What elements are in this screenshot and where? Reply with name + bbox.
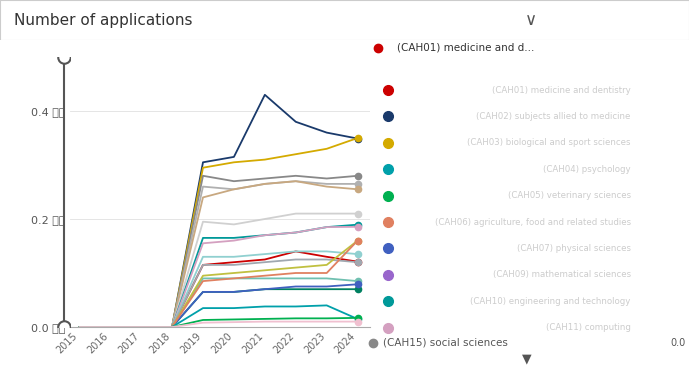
Text: 348,930: 348,930 (641, 112, 683, 121)
Text: 14,780: 14,780 (648, 218, 683, 227)
Text: 79,120: 79,120 (648, 244, 683, 253)
Text: 16,910: 16,910 (648, 191, 683, 200)
Text: (CAH02) subjects allied to medicine: (CAH02) subjects allied to medicine (476, 112, 630, 121)
Text: ∨: ∨ (524, 11, 537, 29)
Text: (CAH09) mathematical sciences: (CAH09) mathematical sciences (493, 270, 630, 279)
Text: (CAH07) physical sciences: (CAH07) physical sciences (517, 244, 630, 253)
Text: 185,490: 185,490 (641, 323, 683, 332)
Text: 120,990: 120,990 (641, 86, 683, 94)
Text: (CAH11) computing: (CAH11) computing (546, 323, 630, 332)
Text: (CAH01) medicine and dentistry: (CAH01) medicine and dentistry (492, 86, 630, 94)
Text: (CAH06) agriculture, food and related studies: (CAH06) agriculture, food and related st… (435, 218, 630, 227)
Text: (CAH04) psychology: (CAH04) psychology (543, 165, 630, 174)
Text: (CAH03) biological and sport sciences: (CAH03) biological and sport sciences (467, 138, 630, 147)
Text: (CAH15) social sciences: (CAH15) social sciences (383, 338, 508, 348)
Text: Number of applications: Number of applications (14, 13, 192, 28)
Text: 133,230: 133,230 (641, 165, 683, 174)
Text: (CAH05) veterinary sciences: (CAH05) veterinary sciences (508, 191, 630, 200)
Text: (CAH01) medicine and d...: (CAH01) medicine and d... (398, 43, 535, 53)
Text: 61,210: 61,210 (648, 270, 683, 279)
Text: 189,560: 189,560 (641, 297, 683, 306)
Text: ▼: ▼ (522, 352, 532, 365)
Text: 2024: 2024 (388, 49, 424, 62)
Text: 0.0: 0.0 (671, 338, 686, 348)
Text: (CAH10) engineering and technology: (CAH10) engineering and technology (471, 297, 630, 306)
Text: 156,830: 156,830 (641, 138, 683, 147)
